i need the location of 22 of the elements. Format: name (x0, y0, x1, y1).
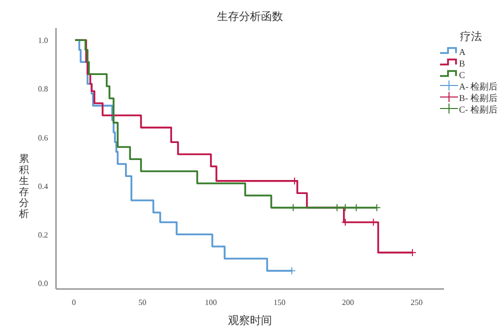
y-tick-label: 0.8 (38, 84, 48, 94)
legend-label: C (459, 70, 466, 80)
x-tick-label: 200 (342, 298, 354, 307)
x-tick-label: 50 (138, 298, 146, 307)
x-tick-label: 100 (204, 298, 217, 307)
x-tick-label: 250 (410, 298, 423, 307)
x-tick-label: 0 (72, 298, 76, 307)
y-tick-label: 0.0 (38, 278, 48, 288)
legend-label: B- 检剔后 (459, 93, 498, 103)
y-tick-label: 0.6 (38, 133, 48, 142)
legend-label: A- 检剔后 (459, 82, 498, 92)
legend-label: A (459, 47, 466, 57)
legend-label: B (459, 58, 466, 68)
y-tick-label: 1.0 (38, 36, 48, 46)
legend-title: 疗法 (460, 30, 482, 43)
y-axis-title: 累积生存分析 (18, 154, 29, 220)
x-tick-label: 150 (273, 298, 286, 307)
y-tick-label: 0.2 (38, 230, 48, 240)
x-axis-title: 观察时间 (228, 314, 272, 327)
y-tick-label: 0.4 (38, 182, 48, 191)
legend-label: C- 检剔后 (459, 104, 498, 114)
chart-title: 生存分析函数 (217, 10, 283, 23)
